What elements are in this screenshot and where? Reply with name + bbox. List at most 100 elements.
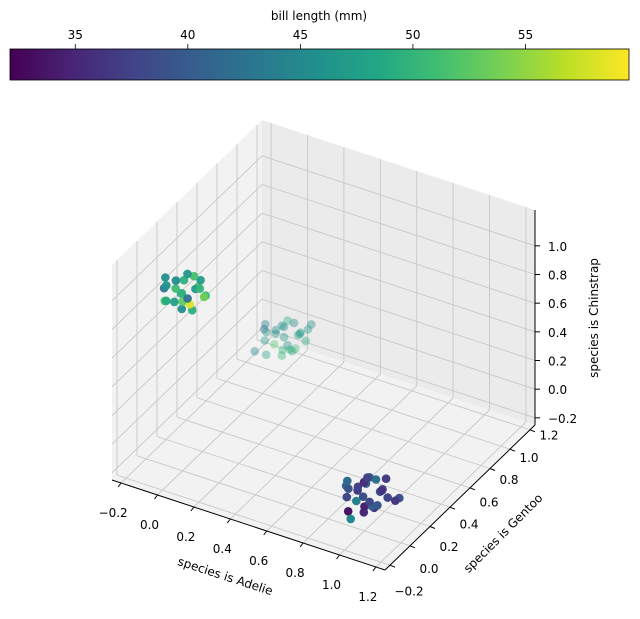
data-point	[183, 269, 192, 279]
data-point	[291, 344, 300, 353]
x-tick	[154, 494, 158, 500]
data-point	[287, 346, 297, 356]
data-point	[277, 351, 287, 360]
data-point	[161, 296, 171, 306]
data-point	[179, 275, 189, 285]
back-pane	[262, 120, 535, 425]
data-point	[285, 345, 295, 354]
data-point	[391, 496, 400, 506]
z-tick-label: 0.2	[548, 355, 567, 369]
data-point	[271, 329, 280, 339]
left-gridline-z	[111, 241, 263, 388]
y-tick-label: −0.2	[394, 584, 423, 598]
back-gridline-z	[261, 155, 536, 247]
colorbar-tick-label: 55	[518, 28, 533, 42]
x-tick	[299, 542, 304, 548]
left-gridline-z	[111, 184, 263, 330]
floor-gridline-y	[236, 358, 511, 450]
y-tick	[469, 487, 476, 491]
y-tick	[489, 468, 496, 471]
colorbar-tick-label: 40	[180, 28, 195, 42]
data-point	[381, 474, 391, 484]
x-tick-label: 1.0	[322, 578, 341, 592]
z-tick-label: 0.6	[548, 297, 567, 311]
z-axis-label: species is Chinstrap	[587, 258, 601, 378]
series-adelie	[341, 473, 404, 524]
z-tick-label: 0.8	[548, 269, 567, 283]
data-point	[296, 328, 305, 337]
x-tick	[263, 530, 268, 536]
data-point	[295, 329, 305, 339]
floor-gridline-y	[256, 339, 531, 431]
x-tick-label: 0.6	[249, 554, 268, 568]
data-point	[373, 501, 382, 510]
data-point	[262, 327, 271, 337]
left-gridline-z	[111, 155, 263, 302]
data-point	[195, 284, 205, 294]
data-point	[171, 276, 181, 285]
x-tick-label: 0.4	[213, 542, 232, 556]
back-gridline-z	[261, 327, 536, 419]
data-point	[371, 475, 381, 484]
data-point	[283, 316, 292, 325]
x-tick	[190, 506, 195, 512]
y-tick	[529, 429, 536, 433]
data-point	[278, 345, 287, 355]
data-point	[343, 507, 353, 516]
colorbar: bill length (mm) 35 40 45 50 55	[9, 9, 630, 81]
floor-pane	[112, 335, 535, 570]
data-point	[363, 473, 372, 482]
data-point	[162, 281, 171, 290]
data-point	[346, 514, 356, 524]
series-chinstrap	[159, 269, 210, 315]
data-point	[343, 476, 352, 486]
data-point	[271, 325, 281, 335]
data-point	[199, 292, 209, 302]
data-point	[344, 484, 353, 494]
data-point	[177, 304, 187, 314]
x-tick	[117, 482, 122, 488]
data-point	[342, 492, 352, 502]
data-point	[353, 482, 363, 492]
data-point	[183, 294, 192, 303]
data-point	[177, 289, 187, 298]
z-tick-label: 0.4	[548, 326, 567, 340]
data-point	[250, 347, 259, 356]
data-point	[279, 322, 289, 332]
left-gridline-z	[111, 298, 263, 445]
colorbar-tick-label: 35	[68, 28, 83, 42]
x-tick-label: 0.0	[140, 518, 159, 532]
data-point	[293, 330, 303, 340]
data-point	[170, 297, 179, 307]
data-point	[189, 271, 199, 281]
data-point	[261, 350, 271, 360]
y-tick	[389, 564, 396, 568]
z-tick-label: −0.2	[548, 412, 577, 426]
data-point	[377, 486, 387, 495]
data-point	[259, 324, 269, 334]
y-tick-label: 0.6	[479, 495, 498, 509]
data-point	[161, 273, 170, 282]
data-point	[283, 340, 292, 350]
y-tick-label: 1.0	[519, 451, 538, 465]
data-point	[260, 336, 270, 345]
floor-gridline-x	[375, 421, 527, 568]
y-tick-label: 1.2	[539, 429, 558, 443]
data-point	[261, 319, 270, 329]
y-tick	[449, 506, 456, 510]
colorbar-gradient	[9, 48, 630, 81]
y-tick	[409, 545, 416, 549]
data-point	[279, 332, 289, 342]
data-point	[383, 493, 393, 502]
y-tick-label: 0.0	[419, 562, 438, 576]
z-tick-label: 0.0	[548, 383, 567, 397]
y-tick-label: 0.4	[459, 518, 478, 532]
data-point	[171, 284, 180, 293]
y-axis-label: species is Gentoo	[461, 491, 546, 576]
y-tick-label: 0.8	[499, 473, 518, 487]
x-tick-label: 0.8	[286, 566, 305, 580]
x-tick-label: 0.2	[176, 530, 195, 544]
y-tick	[429, 526, 436, 529]
y-tick-label: 0.2	[439, 540, 458, 554]
